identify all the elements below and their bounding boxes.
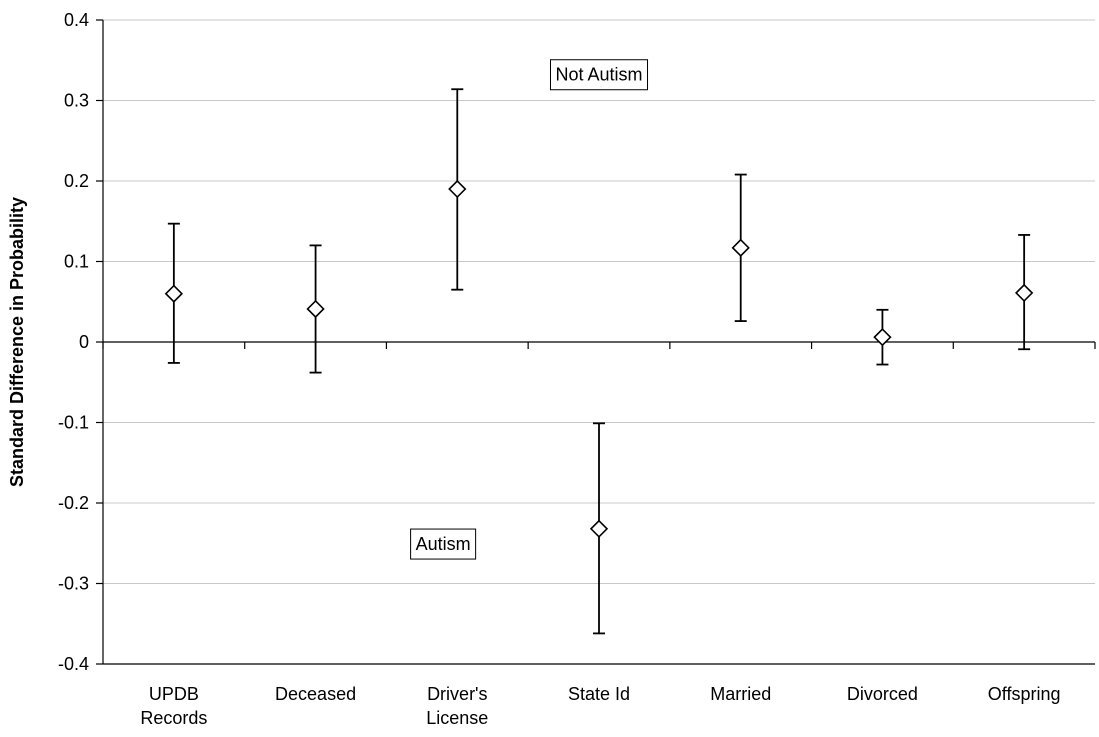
x-category-label: Divorced — [847, 684, 918, 704]
data-point-diamond — [1015, 283, 1034, 303]
error-bars — [167, 88, 1031, 635]
x-category-label: Offspring — [988, 684, 1061, 704]
annotations: Not Autism Autism — [410, 59, 649, 560]
x-category-label: Driver's License — [426, 684, 488, 728]
data-point-diamond — [873, 328, 892, 347]
x-category-label: State Id — [568, 684, 630, 704]
x-category-labels: UPDB Records Deceased Driver's License State … — [140, 684, 1060, 728]
data-points — [164, 179, 1034, 538]
data-point-diamond — [306, 299, 325, 319]
x-category-label: Married — [710, 684, 771, 704]
annotation-text: Not Autism — [555, 65, 642, 85]
data-point-diamond — [164, 284, 183, 303]
y-tick-label: 0.3 — [64, 91, 89, 111]
y-tick-label: -0.2 — [58, 493, 89, 513]
annotation-frame — [549, 59, 649, 91]
y-tick-label: -0.4 — [58, 654, 89, 674]
y-tick-label: -0.1 — [58, 413, 89, 433]
data-point-diamond — [589, 519, 609, 538]
y-tick-label: 0.4 — [64, 10, 89, 30]
annotation-box: Not Autism — [549, 59, 649, 91]
y-tick-label: 0 — [79, 332, 89, 352]
y-axis-label: Standard Difference in Probability — [7, 197, 27, 487]
y-tick-label: 0.2 — [64, 171, 89, 191]
annotation-frame — [410, 528, 477, 560]
annotation-text: Autism — [416, 534, 471, 554]
y-tick-labels: 0.4 0.3 0.2 0.1 0 -0.1 -0.2 -0.3 -0.4 — [58, 10, 89, 674]
axes — [96, 19, 1096, 665]
data-point-diamond — [731, 238, 750, 257]
y-tick-label: -0.3 — [58, 574, 89, 594]
y-tick-label: 0.1 — [64, 252, 89, 272]
x-category-label: UPDB Records — [140, 684, 207, 728]
annotation-box: Autism — [410, 528, 477, 560]
data-point-diamond — [448, 179, 467, 199]
x-category-label: Deceased — [275, 684, 356, 704]
